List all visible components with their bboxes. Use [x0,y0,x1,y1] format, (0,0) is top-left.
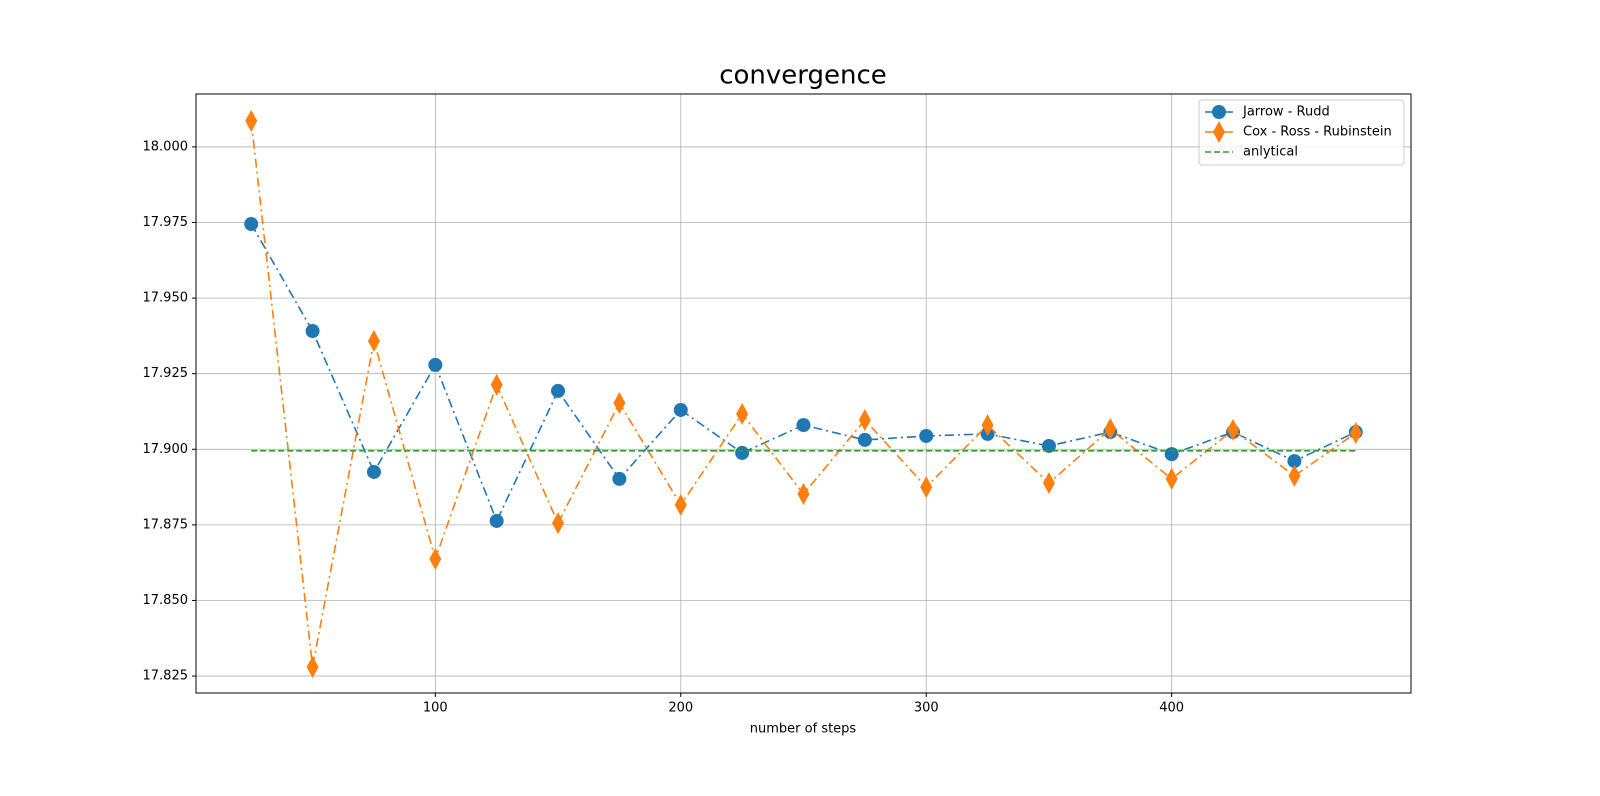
x-tick-label: 300 [914,701,939,716]
y-tick-label: 17.950 [143,291,189,306]
chart-title: convergence [719,61,887,91]
marker [367,330,380,353]
legend-label: Jarrow - Rudd [1242,105,1330,120]
x-axis-label: number of steps [750,722,857,737]
marker [244,217,259,232]
y-tick-label: 17.900 [143,442,189,457]
marker [1227,418,1240,441]
marker [736,402,749,425]
marker [490,373,503,396]
y-tick-label: 17.850 [143,593,189,608]
y-tick-label: 17.925 [143,366,189,381]
marker [429,548,442,571]
plot-frame [195,93,1412,694]
x-tick-label: 100 [423,701,448,716]
marker [552,512,565,535]
legend-label: Cox - Ross - Rubinstein [1243,125,1392,140]
legend-box [1198,99,1405,166]
marker [796,418,811,433]
series-line [250,120,1357,668]
marker [857,432,872,447]
marker [1212,105,1226,119]
marker [428,357,443,372]
marker [1164,447,1179,462]
marker [613,392,626,415]
marker [489,513,504,528]
marker [1041,438,1056,453]
marker [920,476,933,499]
marker [551,383,566,398]
marker [673,402,688,417]
marker [1287,454,1302,469]
x-tick-label: 400 [1159,701,1184,716]
marker [981,414,994,437]
y-tick-label: 17.875 [143,517,189,532]
marker [366,464,381,479]
marker [1288,464,1301,487]
marker [1042,472,1055,495]
marker [245,109,258,132]
marker [858,408,871,431]
legend-label: anlytical [1243,145,1298,160]
marker [305,324,320,339]
y-tick-label: 17.975 [143,215,189,230]
marker [1165,467,1178,490]
marker [919,428,934,443]
marker [612,471,627,486]
y-tick-label: 18.000 [143,139,189,154]
x-tick-label: 200 [668,701,693,716]
marker [1349,421,1362,444]
y-tick-label: 17.825 [143,669,189,684]
marker [306,655,319,678]
marker [1104,418,1117,441]
marker [735,445,750,460]
marker [797,483,810,506]
series-line [250,223,1357,523]
marker [674,493,687,516]
marker [1213,121,1225,143]
